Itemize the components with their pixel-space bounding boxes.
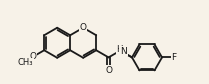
Text: O: O (80, 23, 87, 32)
Text: N: N (120, 47, 127, 56)
Text: O: O (105, 66, 112, 75)
Text: O: O (30, 52, 37, 61)
Text: H: H (116, 45, 123, 54)
Text: CH₃: CH₃ (18, 58, 33, 67)
Text: F: F (171, 53, 177, 62)
